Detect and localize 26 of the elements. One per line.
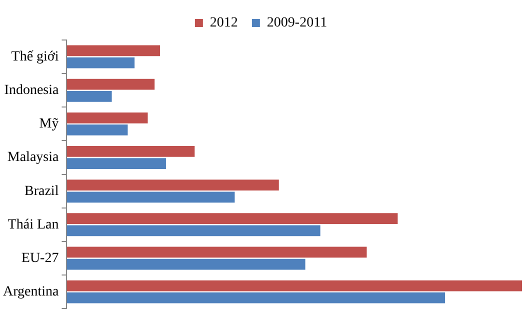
- y-tick-label: Brazil: [24, 184, 59, 199]
- bar: [66, 180, 279, 190]
- bar: [66, 258, 306, 270]
- bar: [66, 45, 160, 56]
- bar: [66, 90, 112, 102]
- y-tick-label: Mỹ: [39, 116, 59, 132]
- y-tick-label: EU-27: [21, 250, 59, 266]
- bar: [66, 158, 166, 169]
- bar: [66, 124, 128, 136]
- y-tick-label: Thế giới: [11, 49, 59, 64]
- bar: [66, 78, 155, 90]
- bar: [66, 292, 446, 304]
- bar: [66, 57, 135, 68]
- bar: [66, 213, 398, 224]
- y-tick-label: Argentina: [2, 284, 60, 300]
- y-tick-label: Indonesia: [4, 83, 60, 98]
- bar: [66, 146, 195, 157]
- bar: [66, 225, 320, 236]
- bar: [66, 280, 522, 292]
- legend-label: 2009-2011: [266, 16, 328, 31]
- y-tick-label: Thái Lan: [8, 217, 59, 232]
- legend-label: 2012: [210, 16, 238, 31]
- bar: [66, 192, 235, 203]
- y-tick-label: Malaysia: [7, 150, 60, 166]
- bar: [66, 112, 148, 124]
- bar: [66, 246, 367, 258]
